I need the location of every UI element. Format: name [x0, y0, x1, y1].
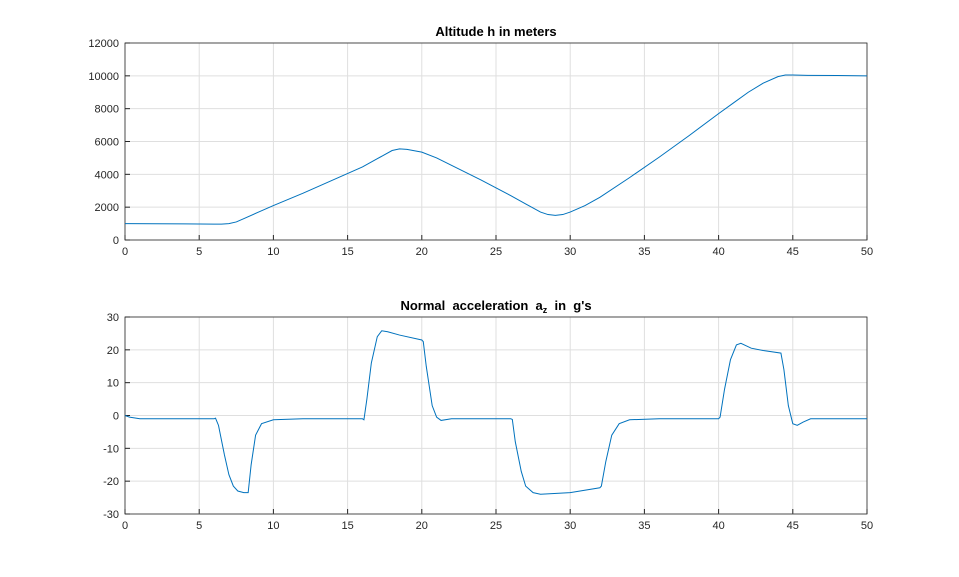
- data-line: [124, 330, 867, 495]
- data-line: [124, 74, 868, 225]
- y-tick-label: 10: [107, 378, 119, 390]
- x-tick-label: 10: [267, 520, 279, 532]
- x-tick-label: 20: [416, 520, 428, 532]
- x-tick-label: 25: [490, 520, 502, 532]
- y-tick-label: 6000: [95, 137, 119, 149]
- x-tick-label: 35: [638, 246, 650, 258]
- x-tick-label: 15: [341, 520, 353, 532]
- y-tick-label: 8000: [95, 104, 119, 116]
- axes-box: [124, 42, 868, 241]
- x-tick-label: 40: [712, 246, 724, 258]
- x-tick-label: 15: [341, 246, 353, 258]
- chart-title: Altitude h in meters: [435, 24, 556, 39]
- chart-title: Normal acceleration az in g's: [400, 298, 591, 315]
- title-text: Normal acceleration a: [400, 298, 543, 313]
- y-tick-label: 12000: [88, 38, 119, 50]
- title-text: Altitude h in meters: [435, 24, 556, 39]
- y-tick-label: 0: [113, 411, 119, 423]
- y-tick-label: 4000: [95, 169, 119, 181]
- title-suffix: in g's: [547, 298, 591, 313]
- x-tick-label: 5: [196, 246, 202, 258]
- y-tick-label: 0: [113, 235, 119, 247]
- y-tick-label: 10000: [88, 71, 119, 83]
- x-tick-label: 30: [564, 246, 576, 258]
- y-tick-label: -20: [103, 476, 119, 488]
- x-tick-label: 35: [638, 520, 650, 532]
- x-tick-label: 50: [861, 520, 873, 532]
- x-tick-label: 45: [787, 520, 799, 532]
- x-tick-label: 10: [267, 246, 279, 258]
- x-tick-label: 40: [712, 520, 724, 532]
- title-subscript: z: [543, 305, 548, 315]
- x-tick-label: 30: [564, 520, 576, 532]
- y-tick-label: -10: [103, 443, 119, 455]
- x-tick-label: 0: [122, 246, 128, 258]
- y-tick-label: 2000: [95, 202, 119, 214]
- x-tick-label: 5: [196, 520, 202, 532]
- x-tick-label: 45: [787, 246, 799, 258]
- x-tick-label: 0: [122, 520, 128, 532]
- y-tick-label: 20: [107, 345, 119, 357]
- y-tick-label: 30: [107, 312, 119, 324]
- x-tick-label: 25: [490, 246, 502, 258]
- y-tick-label: -30: [103, 509, 119, 521]
- x-tick-label: 50: [861, 246, 873, 258]
- x-tick-label: 20: [416, 246, 428, 258]
